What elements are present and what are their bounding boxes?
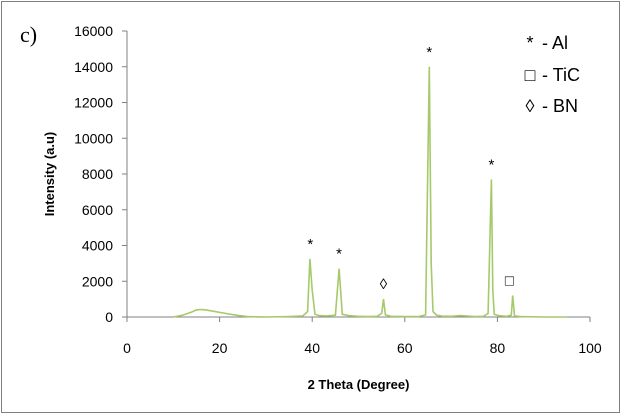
legend: * - Al □ - TiC ◊ - BN <box>525 33 580 116</box>
y-axis-title: Intensity (a.u) <box>42 132 57 217</box>
x-tick-label: 80 <box>490 340 506 356</box>
peak-label: □ <box>505 273 514 290</box>
tick-labels: 0 2000 4000 6000 8000 10000 12000 14000 16000 0 20… <box>74 23 602 356</box>
y-tick-label: 8000 <box>82 166 113 182</box>
legend-symbol-bn: ◊ <box>526 96 535 116</box>
x-tick-label: 40 <box>304 340 320 356</box>
y-tick-label: 14000 <box>74 59 113 75</box>
legend-symbol-al: * <box>526 33 533 53</box>
x-tick-label: 0 <box>123 340 131 356</box>
series-line <box>173 66 567 318</box>
y-tick-label: 0 <box>105 309 113 325</box>
peak-label: ◊ <box>380 276 388 293</box>
peak-label: * <box>307 236 313 253</box>
x-tick-label: 100 <box>578 340 602 356</box>
x-tick-label: 20 <box>212 340 228 356</box>
peak-label: * <box>488 156 494 173</box>
peak-labels: * * ◊ * * □ <box>307 44 514 293</box>
y-tick-label: 2000 <box>82 273 113 289</box>
y-tick-label: 16000 <box>74 23 113 39</box>
legend-symbol-tic: □ <box>525 65 536 85</box>
y-tick-label: 12000 <box>74 95 113 111</box>
y-tick-label: 10000 <box>74 130 113 146</box>
legend-label-tic: - TiC <box>542 65 580 85</box>
peak-label: * <box>336 246 342 263</box>
x-tick-label: 60 <box>397 340 413 356</box>
axes <box>122 30 591 322</box>
peak-label: * <box>426 44 432 61</box>
legend-label-bn: - BN <box>542 96 578 116</box>
y-tick-label: 6000 <box>82 202 113 218</box>
panel-label: c) <box>20 22 38 47</box>
legend-label-al: - Al <box>542 33 568 53</box>
y-tick-label: 4000 <box>82 238 113 254</box>
x-axis-title: 2 Theta (Degree) <box>308 377 410 392</box>
